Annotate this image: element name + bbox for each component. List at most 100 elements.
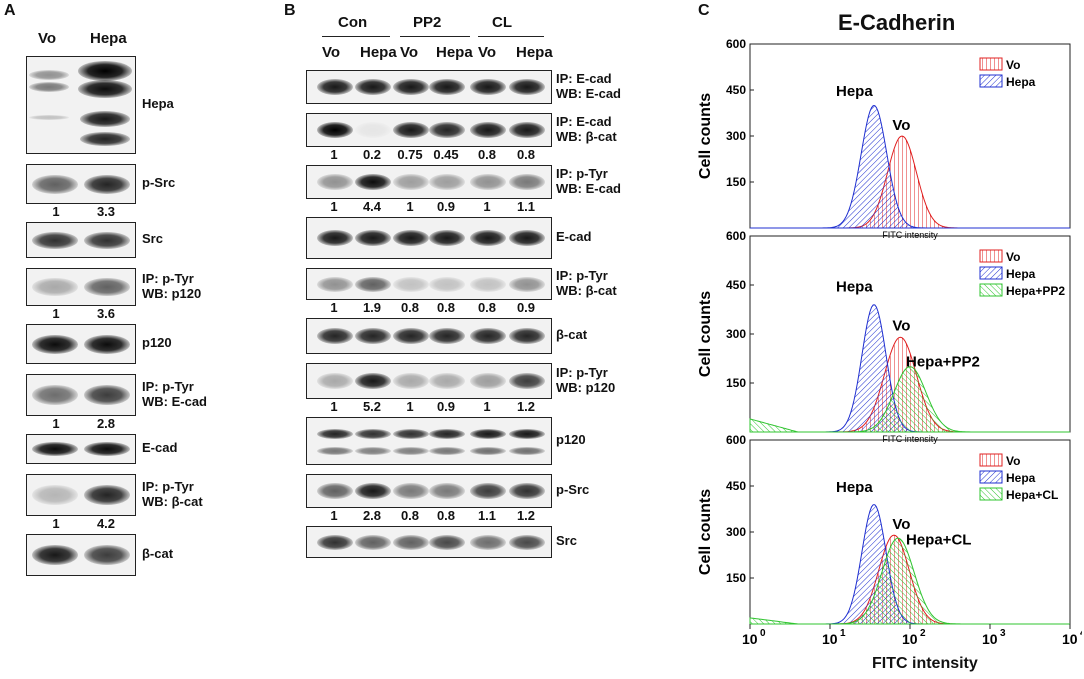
blot-label: p120: [142, 335, 172, 350]
blot-label: IP: p-Tyr WB: E-cad: [556, 166, 621, 196]
blot-label: p120: [556, 432, 586, 447]
blot-label: E-cad: [142, 440, 177, 455]
y-tick-label: 600: [726, 229, 746, 243]
x-tick-exponent: 2: [920, 628, 926, 639]
quant-value: 1: [330, 300, 338, 315]
y-tick-label: 300: [726, 129, 746, 143]
panel-b-lane-labels: Vo Hepa Vo Hepa Vo Hepa: [310, 44, 553, 64]
blot-band: [429, 79, 465, 95]
blot-label-line: WB: E-cad: [556, 181, 621, 196]
blot-band: [32, 545, 78, 565]
quant-value: 0.2: [362, 147, 382, 162]
blot-band: [429, 122, 465, 138]
blot-band: [429, 174, 465, 190]
y-tick-label: 600: [726, 433, 746, 447]
blot-label: β-cat: [556, 327, 587, 342]
y-axis-label: Cell counts: [697, 489, 714, 575]
x-tick-label: 10: [742, 631, 758, 647]
quant-value: 3.6: [96, 306, 116, 321]
blot-label: p-Src: [142, 175, 175, 190]
blot-label-line: WB: β-cat: [556, 283, 617, 298]
annotation-treated: Hepa+CL: [906, 531, 971, 548]
blot-band: [78, 61, 132, 81]
panel-c-letter: C: [698, 2, 710, 19]
blot-label-line: Src: [556, 533, 577, 548]
blot-label-line: WB: E-cad: [142, 394, 207, 409]
legend-swatch: [979, 283, 1003, 297]
blot-strip: [306, 113, 552, 147]
blot-label-line: p120: [556, 432, 586, 447]
x-tick-label: 10: [1062, 631, 1078, 647]
blot-band: [509, 483, 545, 499]
annotation-hepa: Hepa: [836, 479, 873, 496]
y-axis-label: Cell counts: [697, 291, 714, 377]
quant-value: 1: [52, 204, 60, 219]
blot-band: [317, 276, 353, 292]
x-tick-exponent: 4: [1080, 628, 1082, 639]
blot-label-line: WB: β-cat: [556, 129, 617, 144]
blot-label-line: IP: p-Tyr: [142, 379, 194, 394]
annotation-treated: Hepa+PP2: [906, 354, 980, 371]
blot-label: E-cad: [556, 229, 591, 244]
blot-band: [317, 174, 353, 190]
quant-value: 0.9: [516, 300, 536, 315]
blot-label-line: IP: p-Tyr: [556, 268, 608, 283]
blot-band: [84, 231, 130, 249]
blot-band: [509, 373, 545, 389]
legend-swatch: [979, 57, 1003, 71]
group-underline: [322, 36, 390, 37]
blot-band: [509, 429, 545, 440]
blot-label-line: IP: p-Tyr: [142, 271, 194, 286]
blot-band: [355, 122, 391, 138]
blot-label-line: p-Src: [556, 482, 590, 497]
y-tick-label: 300: [726, 327, 746, 341]
legend-swatch: [979, 470, 1003, 484]
blot-band: [429, 230, 465, 246]
histogram-2: 600 450 300 150 Cell counts FITC intensity Hep…: [697, 229, 1071, 444]
blot-label-line: WB: β-cat: [142, 494, 203, 509]
blot-band: [509, 534, 545, 550]
legend-swatch: [979, 266, 1003, 280]
blot-strip: [306, 318, 552, 354]
blot-band: [84, 334, 130, 354]
blot-label-line: WB: p120: [556, 380, 616, 395]
blot-label: Src: [556, 533, 577, 548]
blot-strip: [26, 324, 136, 364]
quant-value: 1: [330, 199, 338, 214]
blot-band: [393, 122, 429, 138]
blot-label-line: WB: E-cad: [556, 86, 621, 101]
legend-label: Vo: [1006, 250, 1020, 264]
blot-band: [84, 278, 130, 296]
blot-band: [429, 483, 465, 499]
blot-strip: [26, 56, 136, 154]
blot-label-line: Hepa: [142, 96, 174, 111]
blot-band: [470, 447, 506, 456]
blot-band: [29, 114, 69, 120]
blot-band: [317, 483, 353, 499]
blot-label-line: p-Src: [142, 175, 176, 190]
blot-band: [470, 174, 506, 190]
blot-band: [509, 276, 545, 292]
blot-band: [393, 328, 429, 344]
blot-label-line: IP: p-Tyr: [142, 479, 194, 494]
blot-strip: [306, 70, 552, 104]
inner-x-label: FITC intensity: [882, 230, 938, 240]
blot-strip: [26, 434, 136, 464]
y-axis-label: Cell counts: [697, 93, 714, 179]
histogram-1: 600 450 300 150 Cell counts FITC intensity Hep…: [697, 37, 1071, 240]
panel-a-blots: Hepa p-Src 1 3.3 Src IP: p-Tyr WB: p120 1 3.6 p12…: [26, 56, 266, 616]
y-tick-label: 600: [726, 37, 746, 51]
blot-band: [317, 429, 353, 440]
blot-band: [355, 79, 391, 95]
blot-label-line: E-cad: [556, 229, 592, 244]
blot-band: [393, 483, 429, 499]
blot-band: [429, 276, 465, 292]
blot-band: [470, 328, 506, 344]
blot-band: [393, 79, 429, 95]
blot-band: [84, 545, 130, 565]
quant-value: 1.1: [477, 508, 497, 523]
blot-band: [509, 447, 545, 456]
blot-band: [355, 447, 391, 456]
y-tick-label: 150: [726, 571, 746, 585]
